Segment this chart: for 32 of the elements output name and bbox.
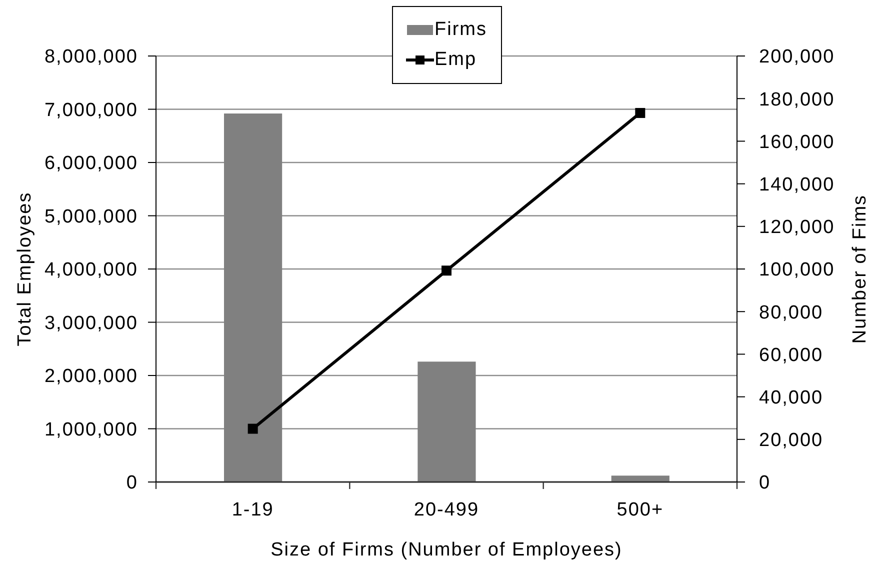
y2-axis-title: Number of Fims (850, 194, 870, 344)
y-tick-label: 0 (126, 472, 138, 494)
x-tick-label: 1-19 (232, 499, 274, 520)
x-tick-label: 500+ (616, 499, 664, 520)
y-tick-label: 4,000,000 (44, 260, 138, 281)
y-tick-label: 6,000,000 (44, 153, 138, 174)
y2-tick-label: 180,000 (759, 89, 835, 110)
y2-tick-label: 60,000 (759, 344, 824, 366)
bar (611, 476, 670, 482)
y-tick-label: 3,000,000 (44, 312, 138, 334)
y2-tick-label: 160,000 (759, 132, 835, 153)
legend-label: Firms (434, 18, 487, 42)
y2-tick-label: 100,000 (759, 260, 835, 281)
y2-tick-label: 200,000 (759, 46, 835, 68)
y-tick-label: 8,000,000 (44, 46, 138, 68)
x-tick-label: 20-499 (414, 499, 480, 520)
y-tick-label: 2,000,000 (44, 366, 138, 388)
y-axis-title: Total Employees (14, 192, 36, 346)
y2-tick-label: 80,000 (759, 302, 824, 324)
x-axis-title: Size of Firms (Number of Employees) (270, 540, 622, 560)
y2-tick-label: 140,000 (759, 174, 835, 196)
y-tick-label: 7,000,000 (44, 100, 138, 121)
y-tick-label: 1,000,000 (44, 419, 138, 440)
y2-tick-label: 40,000 (759, 388, 824, 409)
point (635, 108, 646, 118)
point (248, 424, 258, 434)
y-tick-label: 5,000,000 (44, 206, 138, 228)
point (442, 266, 452, 276)
legend-label: Emp (434, 48, 477, 72)
y2-tick-label: 0 (759, 472, 771, 494)
y2-tick-label: 20,000 (759, 430, 824, 452)
y2-tick-label: 120,000 (759, 217, 835, 238)
